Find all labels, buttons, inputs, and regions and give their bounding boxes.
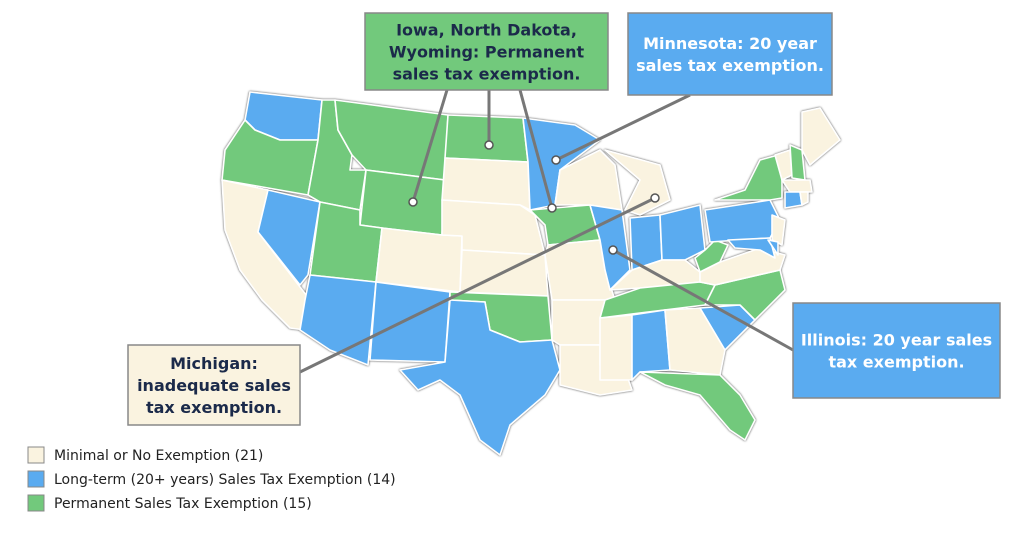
state — [727, 237, 776, 259]
callout-text: Michigan: — [170, 354, 258, 373]
marker — [608, 245, 618, 255]
callout-box — [364, 12, 609, 91]
state — [369, 281, 451, 363]
callout-text: Iowa, North Dakota, — [396, 21, 577, 40]
state — [801, 107, 841, 166]
callout-text: Illinois: 20 year sales — [801, 331, 992, 350]
state — [799, 191, 809, 206]
leader — [518, 89, 554, 209]
state — [659, 204, 706, 261]
callout-text: Minnesota: 20 year — [643, 34, 817, 53]
marker — [408, 197, 418, 207]
state — [399, 299, 561, 456]
leader — [555, 93, 691, 162]
legend-swatch — [27, 470, 45, 488]
state — [664, 307, 726, 376]
state — [784, 191, 803, 209]
legend-label: Minimal or No Exemption (21) — [54, 448, 263, 464]
legend-label: Long-term (20+ years) Sales Tax Exemptio… — [54, 472, 396, 488]
states — [221, 91, 841, 456]
state — [781, 179, 813, 193]
leader — [411, 89, 449, 203]
marker — [650, 193, 660, 203]
callout-box — [627, 12, 833, 96]
legend-swatch — [27, 494, 45, 512]
state — [704, 199, 781, 243]
marker — [551, 155, 561, 165]
callout-text: tax exemption. — [828, 353, 964, 372]
callout-text: sales tax exemption. — [393, 65, 581, 84]
marker — [547, 203, 557, 213]
marker — [484, 140, 494, 150]
leader — [612, 248, 794, 352]
leaders — [299, 89, 794, 374]
state — [375, 227, 463, 293]
state — [299, 274, 377, 366]
legend: Minimal or No Exemption (21) Long-term (2… — [27, 446, 396, 512]
state — [771, 214, 786, 246]
leader — [299, 196, 656, 374]
state — [767, 239, 779, 256]
state — [444, 114, 529, 163]
state — [699, 247, 786, 286]
state — [639, 371, 756, 441]
callout-box — [127, 344, 301, 426]
callout-box — [792, 302, 1001, 399]
state — [631, 309, 671, 381]
legend-swatch — [27, 446, 45, 464]
callout-text: tax exemption. — [146, 398, 282, 417]
legend-label: Permanent Sales Tax Exemption (15) — [54, 496, 312, 512]
callouts: Iowa, North Dakota, Wyoming: Permanent sal… — [127, 12, 1001, 426]
state — [599, 314, 633, 381]
state — [359, 169, 446, 236]
state — [714, 154, 783, 201]
callout-text: inadequate sales — [137, 376, 291, 395]
callout-text: sales tax exemption. — [636, 56, 824, 75]
state — [257, 189, 321, 286]
callout-text: Wyoming: Permanent — [389, 43, 585, 62]
